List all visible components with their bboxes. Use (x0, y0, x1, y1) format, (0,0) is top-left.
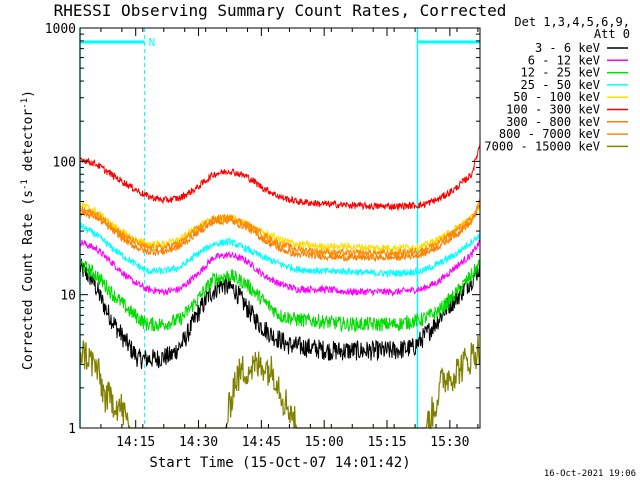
x-tick-label: 14:45 (242, 435, 281, 450)
x-tick-label: 14:30 (179, 435, 218, 450)
series-line (79, 258, 481, 369)
y-axis-label-part: Corrected Count Rate (s (21, 190, 36, 370)
x-axis-label: Start Time (15-Oct-07 14:01:42) (149, 455, 410, 471)
series-line (79, 259, 481, 333)
legend-label: 25 - 50 keV (521, 78, 600, 92)
legend-label: 6 - 12 keV (528, 53, 600, 67)
legend-label: 100 - 300 keV (506, 103, 600, 117)
y-axis-label-mid: detector (21, 109, 36, 180)
series-line (79, 143, 481, 212)
legend-label: 300 - 800 keV (506, 115, 600, 129)
y-axis-label: Corrected Count Rate (s-1 detector-1) (20, 90, 36, 370)
series-line (79, 202, 481, 263)
plot-frame (79, 27, 481, 429)
x-tick-label: 15:15 (367, 435, 406, 450)
y-tick-label: 10 (60, 289, 76, 304)
night-marker-label: N (149, 36, 156, 49)
y-axis-label-sup2: -1 (20, 98, 30, 109)
y-tick-label: 1000 (45, 22, 76, 37)
axes-layer: 1 10 100 1000 14:15 14:30 14:45 15:00 15:15 15:30 (45, 22, 481, 450)
series-line (79, 222, 481, 278)
y-axis-label-sup: -1 (20, 179, 30, 190)
legend-label: 50 - 100 keV (513, 90, 600, 104)
y-axis-label-end: ) (21, 90, 36, 98)
legend-header-line2: Att 0 (594, 27, 630, 41)
legend-label: 3 - 6 keV (535, 41, 600, 55)
x-tick-label: 15:00 (305, 435, 344, 450)
legend-label: 800 - 7000 keV (499, 127, 600, 141)
legend-header-line1: Det 1,3,4,5,6,9, (514, 15, 630, 29)
y-tick-label: 1 (68, 422, 76, 437)
series-line (79, 239, 481, 298)
y-tick-label: 100 (53, 155, 76, 170)
legend-label: 12 - 25 keV (521, 66, 600, 80)
legend-label: 7000 - 15000 keV (484, 139, 600, 153)
footer-date: 16-Oct-2021 19:06 (544, 469, 636, 479)
x-tick-label: 15:30 (430, 435, 469, 450)
chart-title: RHESSI Observing Summary Count Rates, Co… (54, 1, 507, 20)
x-tick-label: 14:15 (116, 435, 155, 450)
series-line (79, 198, 481, 258)
